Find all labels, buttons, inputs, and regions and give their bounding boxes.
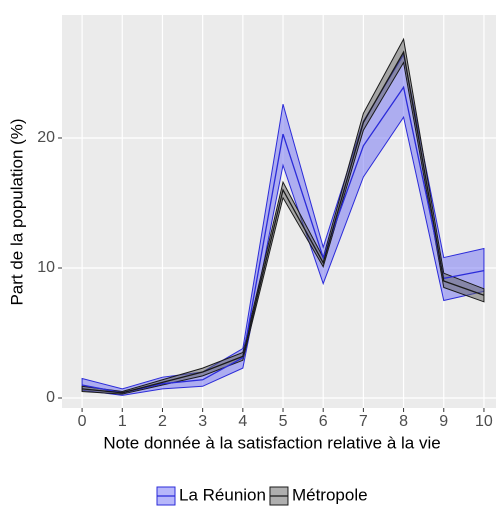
x-axis-title: Note donnée à la satisfaction relative à… — [103, 433, 440, 452]
x-tick-label: 10 — [475, 413, 493, 430]
x-tick-label: 6 — [319, 413, 328, 430]
x-tick-label: 0 — [78, 413, 87, 430]
legend-label: Métropole — [292, 485, 368, 504]
x-tick-label: 7 — [359, 413, 368, 430]
line — [82, 50, 485, 394]
y-tick-label: 10 — [37, 259, 55, 276]
y-axis-title: Part de la population (%) — [7, 118, 26, 305]
x-tick-label: 5 — [279, 413, 288, 430]
y-tick-label: 20 — [37, 129, 55, 146]
x-tick-label: 1 — [118, 413, 127, 430]
x-tick-label: 8 — [399, 413, 408, 430]
legend-label: La Réunion — [179, 485, 266, 504]
ribbons — [81, 37, 485, 396]
x-tick-label: 3 — [198, 413, 207, 430]
x-tick-label: 4 — [238, 413, 247, 430]
legend: La Réunion Métropole — [156, 485, 368, 506]
ribbon — [81, 37, 485, 395]
y-tick-label: 0 — [46, 389, 55, 406]
lines — [81, 50, 485, 394]
x-tick-label: 9 — [439, 413, 448, 430]
x-tick-label: 2 — [158, 413, 167, 430]
line — [81, 85, 485, 394]
